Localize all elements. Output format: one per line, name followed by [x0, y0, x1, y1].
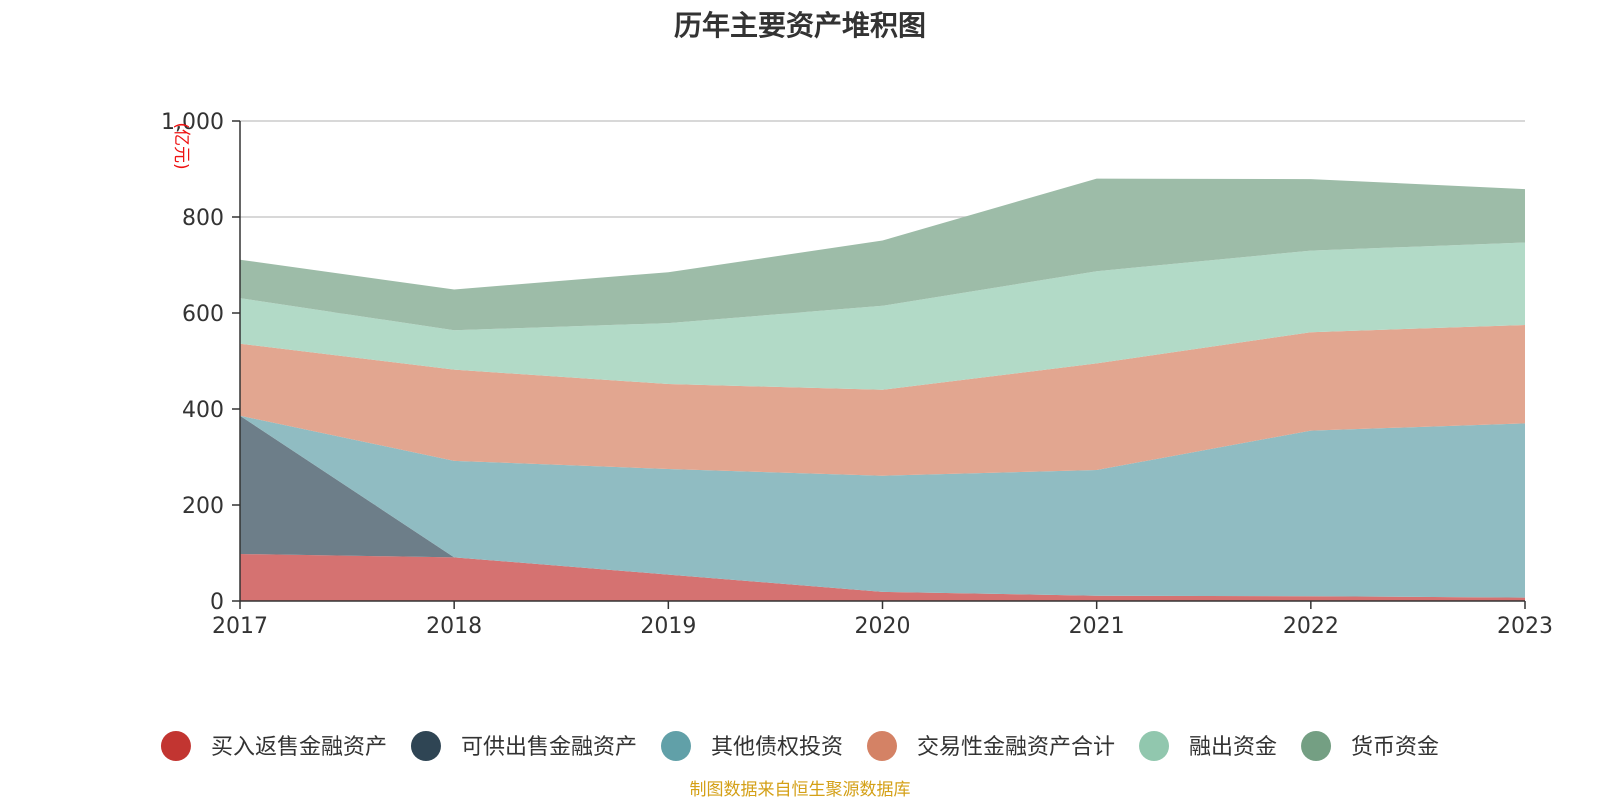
- legend-item-3[interactable]: 其他债权投资: [660, 731, 843, 761]
- legend-label-5: 融出资金: [1189, 735, 1277, 760]
- area-4: [240, 325, 1525, 476]
- legend-marker-1: [160, 731, 191, 761]
- x-tick-label-2019: 2019: [640, 614, 696, 639]
- area-6: [240, 178, 1525, 331]
- legend-item-2[interactable]: 可供出售金融资产: [410, 731, 637, 761]
- chart-title: 历年主要资产堆积图: [673, 9, 926, 42]
- y-tick-label-0: 0: [210, 590, 224, 615]
- area-3: [240, 415, 1525, 598]
- y-tick-label-400: 400: [182, 398, 224, 423]
- y-tick-label-800: 800: [182, 206, 224, 231]
- x-tick-label-2021: 2021: [1069, 614, 1125, 639]
- area-5: [240, 242, 1525, 390]
- legend[interactable]: 买入返售金融资产 可供出售金融资产 其他债权投资 交易性金融资产合计 融出资金 货币资金: [160, 731, 1439, 761]
- x-tick-label-2022: 2022: [1283, 614, 1339, 639]
- legend-label-3: 其他债权投资: [711, 735, 843, 760]
- y-axis-unit-label: (亿元): [171, 122, 191, 169]
- legend-marker-4: [867, 731, 897, 761]
- legend-marker-3: [660, 731, 691, 761]
- legend-label-4: 交易性金融资产合计: [917, 735, 1115, 760]
- legend-label-6: 货币资金: [1351, 735, 1439, 760]
- x-tick-label-2023: 2023: [1497, 614, 1553, 639]
- y-tick-label-600: 600: [182, 302, 224, 327]
- legend-marker-6: [1301, 731, 1332, 761]
- area-1: [240, 553, 1525, 601]
- source-note: 制图数据来自恒生聚源数据库: [689, 780, 911, 800]
- x-tick-label-2017: 2017: [212, 614, 268, 639]
- legend-label-1: 买入返售金融资产: [211, 735, 387, 760]
- legend-marker-2: [410, 731, 441, 761]
- x-tick-label-2020: 2020: [855, 614, 911, 639]
- axes: 0 200 400 600 800 1,000 2017 2018 2019 2020 2021 20…: [161, 110, 1553, 639]
- legend-item-5[interactable]: 融出资金: [1139, 731, 1277, 761]
- area-series-layer: [240, 178, 1525, 601]
- legend-item-1[interactable]: 买入返售金融资产: [160, 731, 387, 761]
- legend-item-6[interactable]: 货币资金: [1301, 731, 1439, 761]
- legend-item-4[interactable]: 交易性金融资产合计: [867, 731, 1115, 761]
- y-tick-label-200: 200: [182, 494, 224, 519]
- legend-label-2: 可供出售金融资产: [461, 735, 637, 760]
- y-tick-label-1,000: 1,000: [161, 110, 224, 135]
- x-tick-label-2018: 2018: [426, 614, 482, 639]
- legend-marker-5: [1139, 731, 1170, 761]
